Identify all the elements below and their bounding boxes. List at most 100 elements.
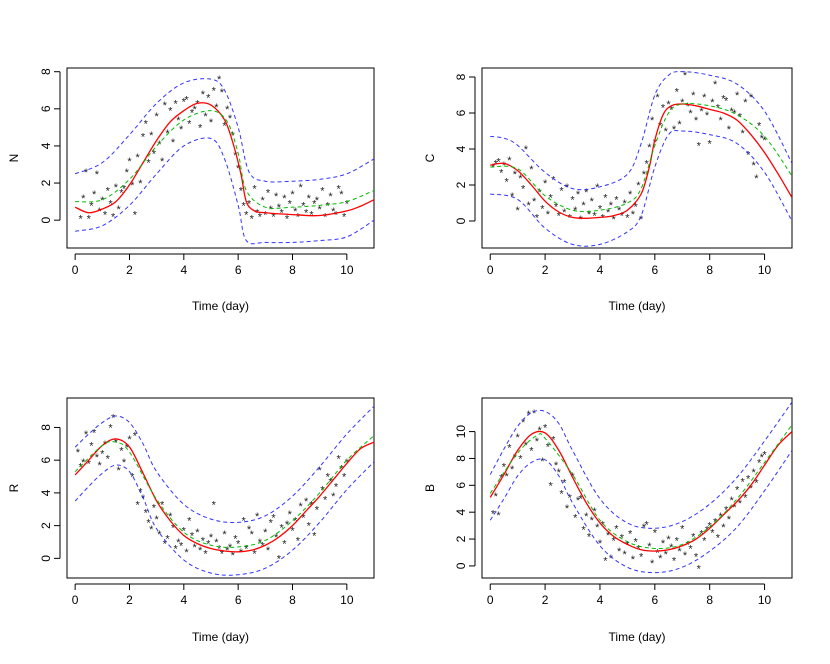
panel-n-data-point: *: [328, 191, 333, 203]
panel-c-data-point: *: [620, 211, 625, 223]
panel-c-data-point: *: [505, 176, 510, 188]
panel-r-data-point: *: [209, 532, 214, 544]
panel-r-data-point: *: [100, 449, 105, 461]
panel-r-data-point: *: [135, 499, 140, 511]
panel-b-data-point: *: [505, 471, 510, 483]
panel-n-data-point: *: [217, 74, 222, 86]
panel-c-data-point: *: [543, 178, 548, 190]
panel-r-data-point: *: [217, 544, 222, 556]
panel-n-data-point: *: [320, 185, 325, 197]
panel-n-data-point: *: [326, 200, 331, 212]
panel-r-data-point: *: [203, 548, 208, 560]
panel-r-data-point: *: [179, 540, 184, 552]
panel-b-data-point: *: [601, 519, 606, 531]
panel-r-data-point: *: [111, 413, 116, 425]
panel-c-data-point: *: [699, 106, 704, 118]
panel-c-data-point: *: [658, 121, 663, 133]
panel-r-data-point: *: [312, 530, 317, 542]
panel-n-data-point: *: [184, 95, 189, 107]
panel-c-data-point: *: [587, 209, 592, 221]
panel-r-data-point: *: [184, 547, 189, 559]
panel-n-y-tick-label: 2: [39, 179, 53, 186]
panel-n-data-point: *: [81, 193, 86, 205]
panel-b-data-point: *: [721, 522, 726, 534]
panel-c-y-tick-label: 8: [454, 73, 468, 80]
panel-b-data-point: *: [521, 417, 526, 429]
panel-r-data-point: *: [212, 499, 217, 511]
panel-n-data-point: *: [144, 119, 149, 131]
panel-r-y-tick-label: 2: [39, 522, 53, 529]
panel-n-lower-curve: [75, 137, 374, 245]
panel-b-data-point: *: [688, 543, 693, 555]
panel-c-data-point: *: [639, 214, 644, 226]
panel-b-data-point: *: [644, 519, 649, 531]
panel-n-y-tick-label: 0: [39, 217, 53, 224]
panel-n-data-point: *: [318, 204, 323, 216]
panel-b-data-point: *: [749, 483, 754, 495]
panel-b-data-point: *: [535, 436, 540, 448]
panel-r-data-point: *: [182, 526, 187, 538]
panel-r-data-point: *: [299, 501, 304, 513]
panel-n-data-point: *: [299, 182, 304, 194]
panel-c-data-point: *: [537, 187, 542, 199]
panel-c-data-point: *: [535, 212, 540, 224]
panel-r-data-point: *: [176, 537, 181, 549]
panel-b-data-point: *: [716, 533, 721, 545]
panel-c-data-point: *: [757, 121, 762, 133]
panel-n-data-point: *: [198, 122, 203, 134]
panel-b-data-point: *: [548, 480, 553, 492]
panel-n-data-point: *: [149, 130, 154, 142]
panel-n-data-point: *: [290, 189, 295, 201]
panel-c-mean-curve: [490, 103, 792, 213]
panel-n-x-tick-label: 0: [72, 263, 79, 277]
panel-n-data-point: *: [152, 148, 157, 160]
panel-b-data-point: *: [526, 409, 531, 421]
panel-n-y-tick-label: 6: [39, 105, 53, 112]
panel-c-data-point: *: [683, 70, 688, 82]
panel-r-data-point: *: [108, 422, 113, 434]
panel-n-data-point: *: [78, 213, 83, 225]
panel-r-data-point: *: [288, 509, 293, 521]
panel-c-y-tick-label: 4: [454, 145, 468, 152]
panel-c-data-point: *: [642, 169, 647, 181]
panel-b-data-point: *: [581, 525, 586, 537]
panel-r-data-point: *: [271, 512, 276, 524]
panel-b-data-point: *: [584, 511, 589, 523]
panel-c-data-point: *: [669, 104, 674, 116]
panel-b-y-axis-title: B: [423, 484, 437, 492]
panel-n-data-point: *: [84, 167, 89, 179]
panel-r-data-point: *: [190, 530, 195, 542]
panel-c-data-point: *: [592, 211, 597, 223]
panel-n-data-point: *: [141, 132, 146, 144]
panel-b-data-point: *: [590, 515, 595, 527]
panel-c-data-point: *: [568, 212, 573, 224]
panel-c-data-point: *: [705, 110, 710, 122]
panel-c-x-tick-label: 0: [487, 263, 494, 277]
panel-n-data-point: *: [160, 156, 165, 168]
panel-c-data-point: *: [713, 79, 718, 91]
panel-n-data-point: *: [122, 184, 127, 196]
panel-n-x-tick-label: 4: [180, 263, 187, 277]
panel-b-data-point: *: [595, 522, 600, 534]
panel-c-data-point: *: [740, 128, 745, 140]
panel-c-data-point: *: [554, 202, 559, 214]
panel-c-data-point: *: [584, 187, 589, 199]
panel-n-data-point: *: [334, 210, 339, 222]
panel-n-data-point: *: [201, 89, 206, 101]
panel-b-y-tick-label: 6: [454, 482, 468, 489]
panel-b-data-point: *: [697, 564, 702, 576]
panel-r-data-point: *: [116, 465, 121, 477]
panel-b-data-point: *: [738, 498, 743, 510]
panel-n-data-point: *: [304, 208, 309, 220]
panel-b-data-point: *: [669, 542, 674, 554]
panel-r-data-point: *: [307, 521, 312, 533]
panel-b-data-point: *: [518, 453, 523, 465]
panel-r-y-tick-label: 4: [39, 489, 53, 496]
panel-b-data-point: *: [658, 553, 663, 565]
panel-n-data-point: *: [187, 119, 192, 131]
panel-r-data-point: *: [320, 485, 325, 497]
panel-n-data-point: *: [250, 213, 255, 225]
panel-r-data-point: *: [231, 550, 236, 562]
panel-r-y-tick-label: 6: [39, 457, 53, 464]
panel-c-data-point: *: [760, 133, 765, 145]
